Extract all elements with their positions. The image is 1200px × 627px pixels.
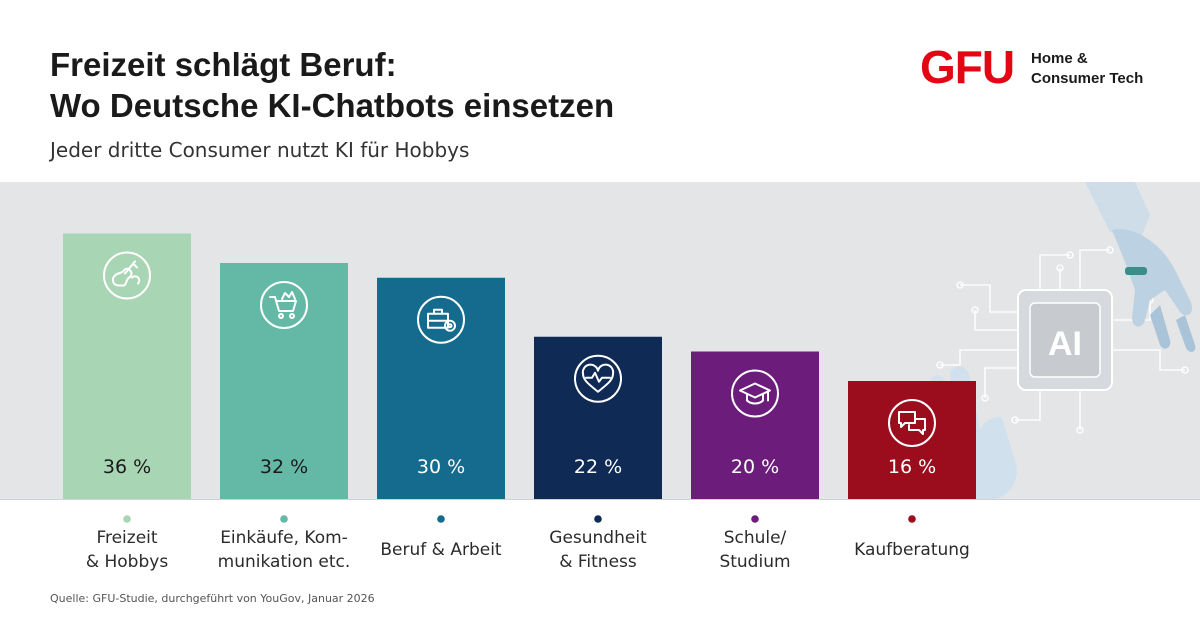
briefcase-gear-icon: [417, 295, 465, 344]
category-marker: [123, 515, 131, 523]
category-label: & Hobbys: [86, 552, 168, 572]
category-label: Studium: [719, 552, 790, 572]
category-label: Schule/: [724, 528, 787, 548]
bar: [220, 263, 348, 499]
logo-mark: GFU: [920, 41, 1015, 93]
logo-text: Home & Consumer Tech: [1031, 49, 1143, 89]
category-marker: [908, 515, 916, 523]
robot-hand-icon: [1085, 182, 1196, 352]
category-label: Einkäufe, Kom-: [220, 528, 348, 548]
shopping-cart-icon: [260, 281, 308, 329]
category-label: Gesundheit: [549, 528, 647, 548]
category-marker: [594, 515, 602, 523]
source-note: Quelle: GFU-Studie, durchgeführt von You…: [50, 592, 375, 605]
guitar-hobby-icon: [103, 251, 151, 300]
chart-baseline: [0, 499, 1200, 500]
bar: [63, 233, 191, 499]
bar-value-label: 30 %: [417, 456, 465, 478]
chart-title: Freizeit schlägt Beruf: Wo Deutsche KI-C…: [50, 44, 614, 126]
category-label: Beruf & Arbeit: [380, 540, 502, 560]
category-marker: [280, 515, 288, 523]
title-line-1: Freizeit schlägt Beruf:: [50, 46, 397, 83]
bar-value-label: 20 %: [731, 456, 779, 478]
graduation-cap-icon: [731, 369, 779, 418]
bar: [691, 351, 819, 499]
chart-subtitle: Jeder dritte Consumer nutzt KI für Hobby…: [50, 138, 470, 162]
category-marker: [437, 515, 445, 523]
title-line-2: Wo Deutsche KI-Chatbots einsetzen: [50, 87, 615, 124]
logo-text-line-1: Home &: [1031, 50, 1088, 67]
category-label: munikation etc.: [218, 552, 351, 572]
bar: [848, 381, 976, 499]
category-label: Freizeit: [96, 528, 157, 548]
bars-layer: 36 % Freizeit & Hobbys 32 % Einkäufe, Kom-mu…: [63, 233, 976, 572]
circuit-lines-icon: [936, 246, 1189, 434]
category-label: & Fitness: [559, 552, 637, 572]
category-label: Kaufberatung: [854, 540, 970, 560]
bar-value-label: 22 %: [574, 456, 622, 478]
bar: [534, 336, 662, 499]
gfu-logo: GFU Home & Consumer Tech: [920, 40, 1160, 100]
bar-value-label: 16 %: [888, 456, 936, 478]
bar-value-label: 36 %: [103, 456, 151, 478]
logo-text-line-2: Consumer Tech: [1031, 70, 1144, 87]
category-marker: [751, 515, 759, 523]
bar-value-label: 32 %: [260, 456, 308, 478]
ai-chip-label: AI: [1048, 325, 1082, 363]
chat-bubbles-icon: [888, 399, 936, 447]
heartbeat-icon: [574, 354, 622, 403]
